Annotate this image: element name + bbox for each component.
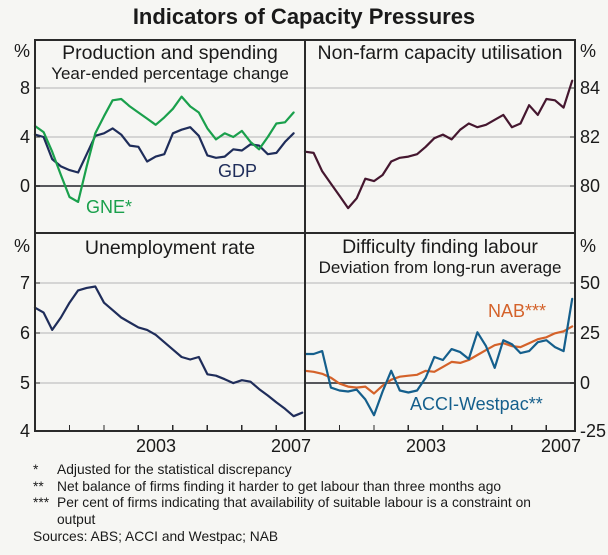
- chart-title: Indicators of Capacity Pressures: [132, 4, 476, 29]
- x-tick-label-2007-left: 2007: [270, 436, 312, 456]
- panel-title-labour: Difficulty finding labour: [342, 236, 538, 258]
- sources-line: Sources: ABS; ACCI and Westpac; NAB: [33, 529, 279, 544]
- y-tick-label: 8: [19, 78, 30, 98]
- y-tick-label: -25: [580, 421, 607, 441]
- panel-title-capacity: Non-farm capacity utilisation: [317, 42, 563, 64]
- x-tick-label-2003-right: 2003: [405, 436, 447, 456]
- y-axis-unit-bottom-left: %: [13, 236, 30, 256]
- legend-acci-westpac: ACCI-Westpac**: [410, 394, 543, 414]
- y-axis-unit-top-left: %: [13, 41, 30, 61]
- footnote-text: Net balance of firms finding it harder t…: [57, 478, 502, 494]
- x-tick-label-2007-right: 2007: [540, 436, 582, 456]
- y-tick-label: 84: [580, 78, 601, 98]
- legend-nab: NAB***: [488, 301, 547, 321]
- x-tick-label-2003-left: 2003: [135, 436, 177, 456]
- footnotes: * Adjusted for the statistical discrepan…: [33, 462, 593, 546]
- panel-subtitle-production: Year-ended percentage change: [51, 64, 289, 83]
- footnote-marker: ***: [33, 495, 50, 510]
- footnote-text: Adjusted for the statistical discrepancy: [57, 462, 292, 477]
- y-tick-label: 0: [580, 373, 591, 393]
- y-axis-unit-bottom-right: %: [580, 236, 597, 256]
- y-tick-label: 80: [580, 176, 601, 196]
- footnote-text: Per cent of firms indicating that availa…: [57, 495, 531, 527]
- footnote-row: ** Net balance of firms finding it harde…: [33, 479, 593, 496]
- footnote-row: *** Per cent of firms indicating that av…: [33, 495, 593, 528]
- panel-title-production: Production and spending: [62, 42, 278, 64]
- y-tick-label: 7: [19, 273, 30, 293]
- footnote-marker: **: [33, 478, 44, 494]
- legend-gdp: GDP: [218, 161, 258, 181]
- y-tick-label: 0: [19, 176, 30, 196]
- footnote-marker: *: [33, 462, 39, 477]
- y-tick-label: 4: [19, 421, 30, 441]
- panel-title-unemployment: Unemployment rate: [84, 237, 256, 259]
- footnote-row: * Adjusted for the statistical discrepan…: [33, 462, 593, 479]
- y-axis-unit-top-right: %: [580, 41, 597, 61]
- legend-gne: GNE*: [86, 197, 133, 217]
- y-tick-label: 6: [19, 323, 30, 343]
- y-tick-label: 50: [580, 273, 601, 293]
- y-tick-label: 82: [580, 127, 601, 147]
- panel-subtitle-labour: Deviation from long-run average: [318, 258, 562, 277]
- y-tick-label: 5: [19, 373, 30, 393]
- y-tick-label: 4: [19, 127, 30, 147]
- y-tick-label: 25: [580, 323, 601, 343]
